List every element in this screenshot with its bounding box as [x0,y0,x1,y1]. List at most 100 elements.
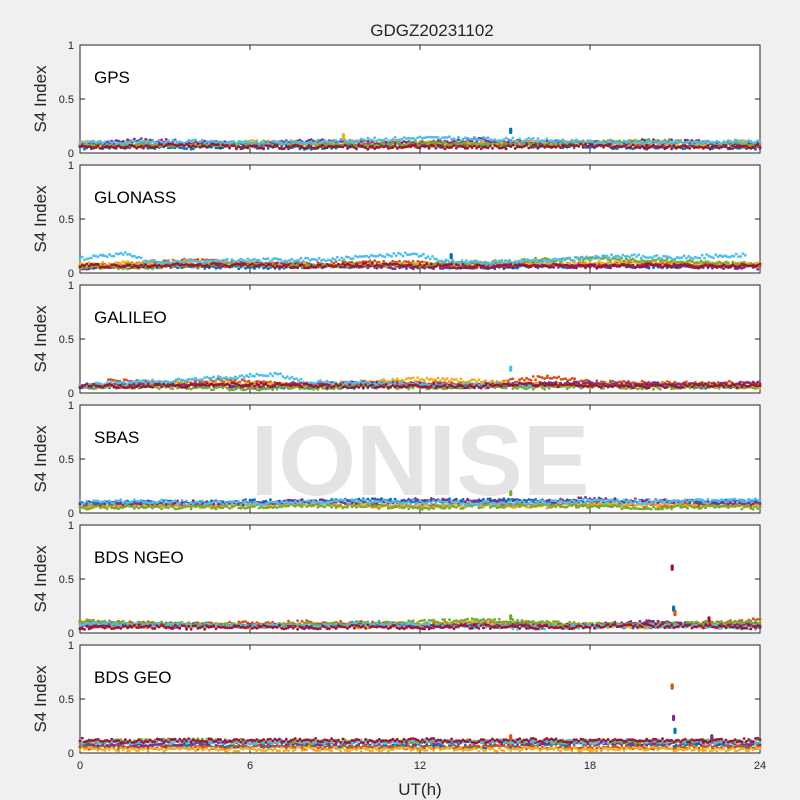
data-point [479,143,483,147]
data-point [300,145,304,149]
data-point [711,143,714,146]
data-point [306,256,310,260]
data-point [479,138,483,142]
data-point [473,265,476,269]
data-point [454,138,458,142]
y-tick-label: 1 [68,40,74,52]
data-point [698,256,702,260]
data-point [309,138,313,142]
data-point [445,143,449,146]
data-point [400,143,404,147]
data-point [108,143,111,147]
data-point [423,264,426,267]
data-point [366,136,370,140]
data-point [228,146,232,150]
data-point [80,255,84,259]
data-point [673,257,677,261]
data-point [386,144,390,148]
data-point [250,262,254,266]
data-point [554,140,558,144]
data-point [705,253,709,256]
data-point [290,257,294,261]
data-point [315,258,319,262]
data-point [754,147,757,151]
data-point [522,378,526,382]
data-point [470,146,474,150]
data-point [448,135,451,139]
data-point [745,141,748,145]
y-tick-label: 0.5 [59,334,74,346]
data-point [85,257,89,261]
data-point [541,144,544,147]
data-point [482,140,485,144]
data-point [395,140,399,144]
data-point [660,257,663,261]
data-point [275,144,279,148]
data-point [164,138,168,141]
data-point [466,266,469,270]
data-point [703,256,706,260]
data-point [704,139,707,143]
data-point [531,145,535,149]
data-point [151,143,154,147]
data-point [635,255,638,258]
data-point [314,142,318,146]
data-point [712,256,715,260]
data-point [758,139,762,143]
data-point [502,145,506,149]
data-point [173,139,177,143]
data-point [151,267,154,271]
data-point [667,138,671,142]
data-point [570,266,574,269]
data-point [371,262,374,265]
y-axis-label: S4 Index [31,185,50,253]
data-point [196,142,200,146]
data-point [663,138,667,142]
data-point [427,142,431,146]
data-point [287,263,290,266]
data-point [89,143,93,146]
data-point [244,259,247,263]
data-point [486,136,490,140]
data-point [219,146,222,150]
data-point [405,267,408,270]
data-point [647,143,651,147]
spike-point [341,136,346,140]
data-point [638,146,642,150]
data-point [596,255,600,259]
data-point [633,139,637,143]
data-point [558,257,561,261]
data-point [688,139,692,143]
data-point [401,254,405,258]
data-point [368,145,372,149]
data-point [244,143,247,146]
data-point [443,147,447,151]
data-point [683,144,687,148]
data-point [459,139,463,142]
data-point [225,143,229,147]
data-point [624,143,628,147]
data-point [257,258,261,262]
data-point [454,142,458,145]
data-point [590,143,594,147]
data-point [157,145,161,148]
data-point [477,145,481,149]
data-point [581,139,585,143]
data-point [656,142,660,146]
data-point [552,142,556,145]
data-point [355,145,358,149]
data-point [316,143,320,146]
data-point [609,146,612,149]
data-point [329,259,332,262]
data-point [191,147,195,151]
data-point [717,265,721,268]
data-point [160,138,164,142]
data-point [262,147,265,151]
data-point [534,265,537,269]
data-point [201,138,204,142]
data-point [738,147,741,150]
data-point [631,147,635,151]
data-point [714,253,718,257]
data-point [628,255,632,259]
